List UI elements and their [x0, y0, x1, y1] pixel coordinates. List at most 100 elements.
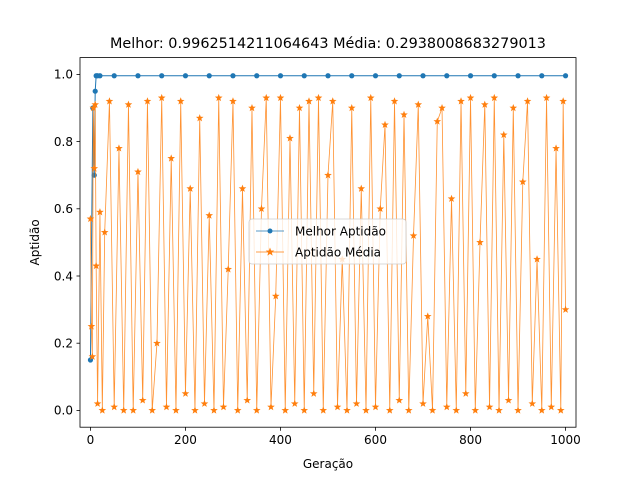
- data-point: [186, 184, 195, 192]
- data-point: [495, 406, 503, 414]
- y-tick-label: 0.4: [54, 269, 73, 283]
- data-point: [243, 396, 252, 404]
- data-point: [191, 406, 199, 414]
- data-point: [395, 396, 404, 404]
- data-point: [409, 231, 418, 239]
- data-point: [91, 172, 97, 178]
- data-point: [91, 100, 100, 108]
- data-point: [135, 73, 141, 79]
- data-point: [357, 184, 366, 192]
- data-point: [157, 93, 166, 102]
- data-point: [533, 255, 541, 263]
- data-point: [206, 73, 212, 79]
- data-point: [281, 406, 290, 414]
- data-point: [537, 406, 546, 414]
- data-point: [376, 204, 385, 213]
- data-point: [504, 396, 513, 404]
- data-point: [362, 406, 370, 414]
- data-point: [301, 73, 307, 79]
- data-point: [229, 97, 237, 105]
- data-point: [400, 110, 408, 118]
- data-point: [159, 73, 165, 79]
- data-point: [143, 97, 152, 105]
- data-point: [267, 403, 275, 411]
- data-point: [238, 184, 247, 192]
- data-point: [89, 104, 98, 112]
- data-point: [119, 406, 128, 414]
- legend-box: [248, 218, 407, 265]
- data-point: [328, 97, 337, 105]
- data-point: [438, 104, 446, 112]
- y-tick-label: 1.0: [54, 68, 73, 82]
- data-point: [277, 73, 284, 79]
- data-point: [172, 406, 180, 414]
- data-point: [88, 352, 97, 360]
- legend-label-melhor: Melhor Aptidão: [295, 225, 386, 239]
- data-point: [396, 73, 402, 79]
- data-point: [515, 73, 521, 79]
- x-tick-label: 400: [269, 433, 292, 447]
- data-point: [352, 399, 361, 407]
- data-point: [148, 406, 157, 414]
- x-tick-label: 800: [459, 433, 482, 447]
- data-point: [195, 114, 204, 122]
- data-point: [556, 406, 565, 414]
- legend-marker-media: [265, 247, 275, 256]
- data-point: [314, 93, 323, 102]
- data-point: [447, 194, 456, 202]
- data-point: [559, 97, 567, 105]
- data-point: [461, 389, 470, 397]
- data-point: [162, 403, 171, 411]
- data-point: [372, 73, 379, 79]
- data-point: [115, 144, 123, 152]
- data-point: [480, 100, 489, 108]
- data-point: [92, 88, 98, 94]
- series-melhor: [87, 73, 569, 363]
- data-point: [347, 104, 356, 112]
- data-point: [153, 339, 161, 347]
- legend-label-media: Aptidão Média: [295, 246, 381, 260]
- data-point: [262, 93, 271, 102]
- data-point: [257, 204, 266, 213]
- data-point: [420, 73, 426, 79]
- data-point: [476, 238, 484, 246]
- data-point: [182, 73, 189, 79]
- data-point: [176, 97, 185, 105]
- data-point: [419, 399, 427, 407]
- y-tick-label: 0.2: [54, 337, 73, 351]
- data-point: [349, 73, 355, 79]
- data-point: [167, 154, 176, 162]
- data-point: [542, 93, 551, 102]
- data-point: [523, 97, 532, 105]
- data-point: [514, 406, 522, 414]
- data-point: [105, 97, 114, 105]
- data-point: [390, 97, 399, 105]
- data-point: [423, 312, 432, 320]
- data-point: [467, 73, 474, 79]
- data-point: [124, 100, 133, 108]
- data-point: [471, 406, 480, 414]
- data-point: [111, 73, 117, 79]
- data-point: [290, 399, 299, 407]
- plot-frame: [79, 57, 577, 428]
- y-axis: 0.0 0.2 0.4 0.6 0.8 1.0: [54, 68, 80, 418]
- data-point: [97, 73, 103, 79]
- data-point: [214, 93, 223, 102]
- data-point: [110, 403, 119, 411]
- data-point: [366, 93, 375, 102]
- data-point: [491, 73, 497, 79]
- x-axis-title: Geração: [303, 457, 353, 471]
- data-point: [442, 403, 451, 411]
- data-point: [248, 104, 256, 112]
- data-point: [295, 104, 304, 112]
- data-point: [93, 399, 102, 407]
- x-tick-label: 600: [364, 433, 387, 447]
- data-point: [547, 403, 556, 411]
- data-point: [509, 104, 518, 112]
- data-point: [286, 134, 294, 142]
- data-point: [371, 403, 380, 411]
- x-tick-label: 200: [174, 433, 197, 447]
- data-point: [134, 167, 142, 176]
- data-point: [224, 265, 233, 273]
- legend: Melhor Aptidão Aptidão Média: [248, 218, 407, 265]
